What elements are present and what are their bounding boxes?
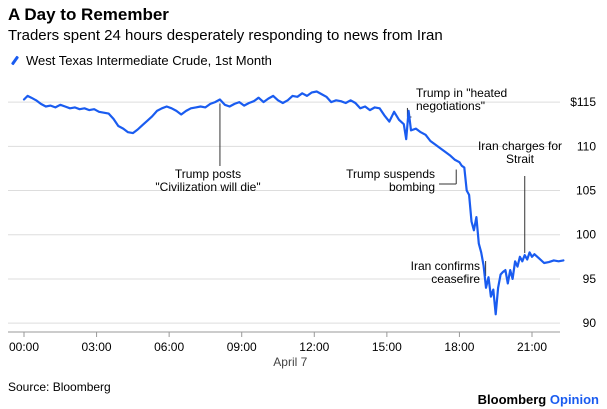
x-tick-label: 09:00: [227, 340, 257, 354]
series: [22, 90, 565, 316]
annotation-label: Trump in "heated: [416, 86, 507, 100]
x-tick-label: 21:00: [517, 340, 547, 354]
legend-label: West Texas Intermediate Crude, 1st Month: [26, 53, 272, 68]
axes: 90 95 100 105 110 $115 00:00 03:00 06:00 09:00 12:…: [8, 95, 596, 369]
annotation-label: Trump posts: [175, 167, 241, 181]
gridlines: [8, 101, 560, 324]
x-tick-label: 15:00: [372, 340, 402, 354]
y-tick-label: $115: [570, 95, 596, 109]
brand-name: Bloomberg: [477, 392, 547, 407]
x-tick-label: 00:00: [9, 340, 39, 354]
x-tick-label: 12:00: [299, 340, 329, 354]
y-tick-label: 100: [576, 228, 596, 242]
y-tick-label: 110: [577, 139, 596, 153]
x-date-label: April 7: [273, 355, 307, 369]
series-line-wti: [22, 90, 565, 316]
annotation-label: Strait: [506, 152, 535, 166]
brand-logo: Bloomberg Opinion: [478, 392, 599, 407]
annotation-label: Iran charges for: [478, 139, 562, 153]
brand-suffix: Opinion: [549, 392, 599, 407]
y-tick-label: 95: [583, 272, 597, 286]
x-tick-label: 18:00: [444, 340, 474, 354]
y-tick-label: 90: [583, 316, 597, 330]
y-tick-label: 105: [576, 184, 596, 198]
annotation-label: bombing: [389, 180, 435, 194]
annotation-label: "Civilization will die": [155, 180, 260, 194]
legend: West Texas Intermediate Crude, 1st Month: [8, 53, 272, 68]
source-note: Source: Bloomberg: [8, 380, 111, 394]
annotation-label: Iran confirms: [411, 259, 480, 273]
annotation-label: Trump suspends: [346, 167, 435, 181]
annotations: Trump posts"Civilization will die" Trump …: [155, 86, 562, 286]
chart-title: A Day to Remember: [8, 5, 169, 24]
annotation-label: negotiations": [416, 99, 485, 113]
x-tick-label: 03:00: [82, 340, 112, 354]
annotation-label: ceasefire: [431, 272, 480, 286]
chart-subtitle: Traders spent 24 hours desperately respo…: [8, 27, 443, 44]
x-tick-label: 06:00: [154, 340, 184, 354]
